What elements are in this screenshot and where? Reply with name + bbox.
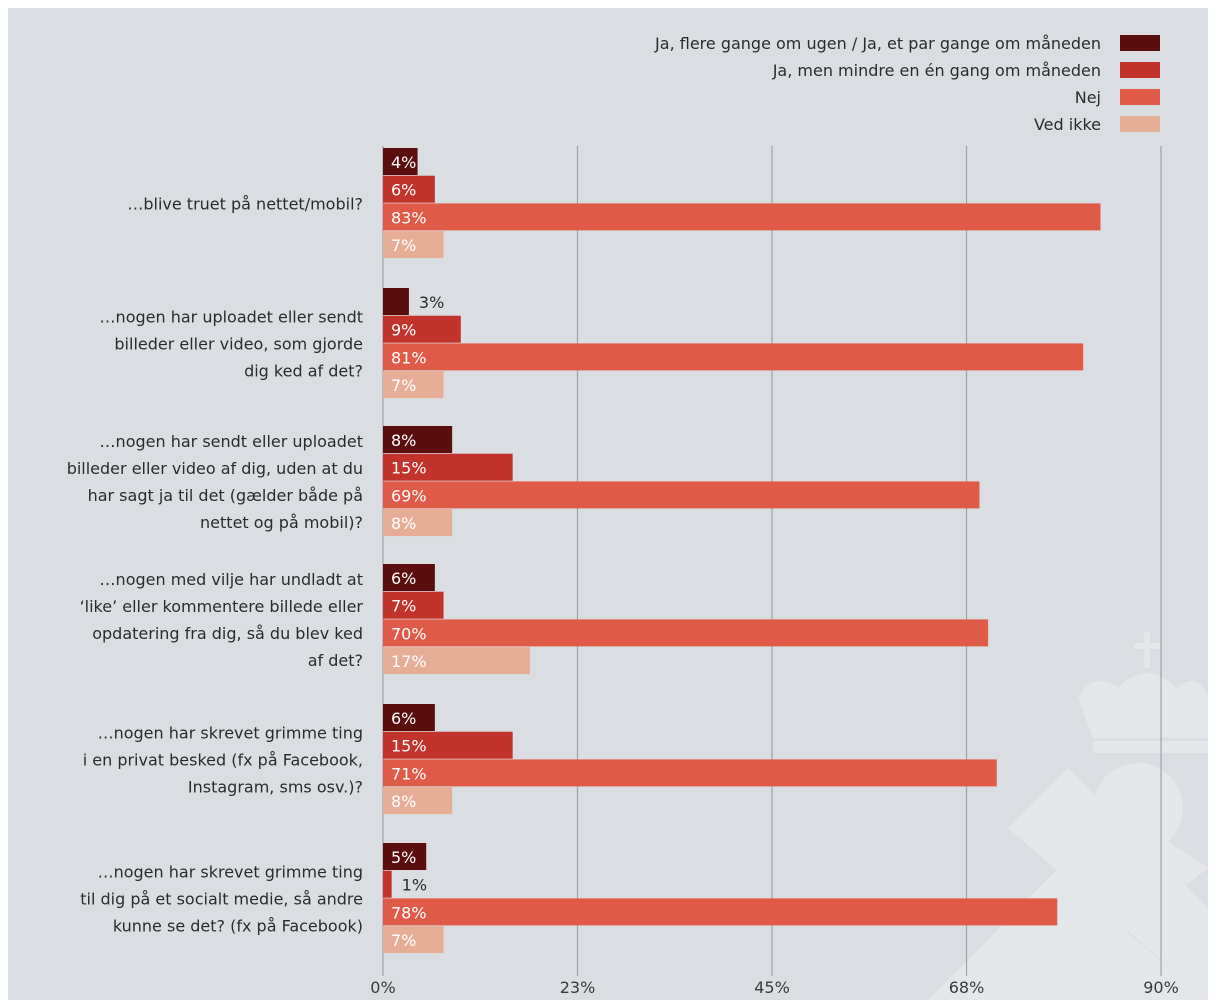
chart-panel: 0% 23% 45% 68% 90% Ja, flere gange om ugen /… [8,8,1208,1000]
bar [383,343,1084,371]
bar [383,591,444,619]
data-label: 4% [391,153,416,172]
bar [383,175,435,203]
bar [383,315,461,343]
legend-label: Ja, flere gange om ugen / Ja, et par gan… [654,34,1101,53]
bar [383,564,435,591]
bar [383,371,444,399]
legend: Ja, flere gange om ugen / Ja, et par gan… [654,34,1160,134]
category-label: …nogen har skrevet grimme ting [98,862,363,881]
data-label: 9% [391,321,416,340]
data-label: 15% [391,737,427,756]
data-label: 70% [391,624,427,643]
category-label: i en privat besked (fx på Facebook, [83,750,363,769]
data-label: 6% [391,569,416,588]
category-label: …nogen med vilje har undladt at [100,570,363,589]
x-tick-label: 0% [370,978,395,997]
data-label: 7% [391,376,416,395]
legend-swatch [1120,62,1160,78]
bars: 4% 3% 8% 6% 6% 5% 6% 9% 15% 7% 15% 1% 83% 81% 69% 70% 71… [383,148,1101,954]
bar [383,926,444,954]
category-labels: …blive truet på nettet/mobil? …nogen har … [67,194,364,935]
data-label: 83% [391,208,427,227]
data-label: 7% [391,597,416,616]
x-tick-label: 23% [560,978,596,997]
category-label: af det? [308,651,363,670]
legend-swatch [1120,35,1160,51]
category-label: …nogen har uploadet eller sendt [100,307,363,326]
legend-label: Ja, men mindre en én gang om måneden [772,61,1101,80]
legend-label: Nej [1075,88,1101,107]
category-label: ‘like’ eller kommentere billede eller [80,597,364,616]
category-label: til dig på et socialt medie, så andre [80,889,363,908]
tick-labels: 0% 23% 45% 68% 90% [370,978,1178,997]
category-label: …blive truet på nettet/mobil? [127,194,363,213]
crown-watermark [928,632,1208,1000]
category-label: dig ked af det? [244,361,363,380]
x-tick-label: 45% [754,978,790,997]
data-label: 69% [391,486,427,505]
data-label: 15% [391,459,427,478]
data-label: 8% [391,431,416,450]
x-tick-label: 68% [949,978,985,997]
legend-swatch [1120,89,1160,105]
data-label: 81% [391,348,427,367]
category-label: …nogen har sendt eller uploadet [100,432,363,451]
data-label: 1% [402,876,427,895]
chart-svg: 0% 23% 45% 68% 90% Ja, flere gange om ugen /… [67,34,1208,1000]
category-label: …nogen har skrevet grimme ting [98,723,363,742]
bar [383,843,427,870]
data-label: 8% [391,792,416,811]
data-label: 78% [391,903,427,922]
bar [383,787,453,815]
legend-swatch [1120,116,1160,132]
x-tick-label: 90% [1143,978,1179,997]
legend-label: Ved ikke [1034,115,1101,134]
category-label: nettet og på mobil)? [200,513,363,532]
bar [383,619,989,647]
data-label: 5% [391,848,416,867]
bar [383,453,513,481]
category-label: billeder eller video, som gjorde [114,334,363,353]
bar [383,870,392,898]
bar [383,731,513,759]
bar [383,203,1101,231]
category-label: billeder eller video af dig, uden at du [67,459,363,478]
bar [383,231,444,259]
grid-layer [382,146,1162,976]
data-label: 7% [391,931,416,950]
data-label: 71% [391,764,427,783]
bar [383,481,980,509]
category-label: har sagt ja til det (gælder både på [88,486,363,505]
category-label: Instagram, sms osv.)? [188,777,363,796]
data-label: 7% [391,236,416,255]
bar [383,759,997,787]
bar [383,898,1058,926]
bar [383,509,453,537]
category-label: opdatering fra dig, så du blev ked [92,624,363,643]
bar [383,148,418,175]
data-label: 6% [391,709,416,728]
category-label: kunne se det? (fx på Facebook) [113,916,363,935]
data-label: 6% [391,181,416,200]
bar [383,426,453,453]
bar [383,647,530,675]
bar [383,288,409,315]
data-label: 8% [391,514,416,533]
bar [383,704,435,731]
data-label: 17% [391,652,427,671]
data-label: 3% [419,293,444,312]
